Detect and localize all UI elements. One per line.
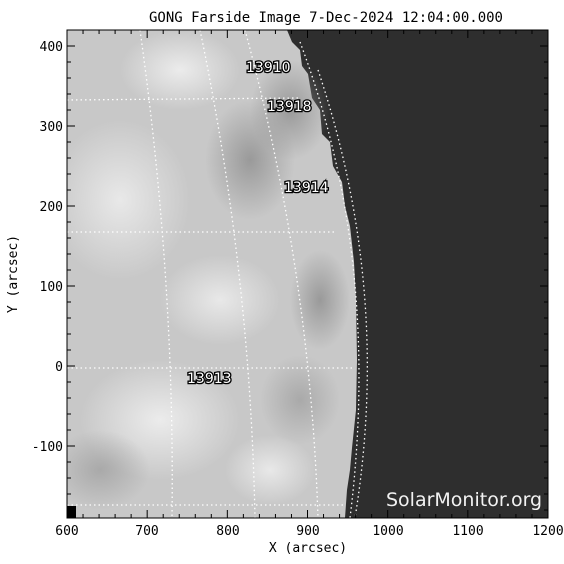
coordinate-grid (67, 30, 368, 518)
y-tick-label: 0 (55, 360, 63, 375)
y-tick-label: 400 (40, 40, 63, 55)
ar-label-13914: 13914 (284, 180, 329, 196)
chart-title: GONG Farside Image 7-Dec-2024 12:04:00.0… (149, 10, 503, 26)
x-tick-labels: 600 700 800 900 1000 1100 1200 (55, 524, 563, 539)
x-axis-label: X (arcsec) (269, 541, 347, 556)
y-tick-label: 100 (40, 280, 63, 295)
x-tick-label: 800 (216, 524, 239, 539)
surface-features (67, 30, 350, 510)
active-region-labels: 13910 13918 13914 13913 (186, 59, 330, 389)
plot-area (67, 30, 548, 518)
ar-label-13910: 13910 (246, 60, 291, 76)
y-axis-label: Y (arcsec) (6, 235, 21, 313)
corner-pixel (67, 506, 76, 518)
x-tick-label: 600 (55, 524, 78, 539)
y-tick-labels: 400 300 200 100 0 -100 (32, 40, 63, 455)
x-tick-label: 1100 (452, 524, 483, 539)
x-tick-label: 900 (296, 524, 319, 539)
y-tick-label: 300 (40, 120, 63, 135)
axis-ticks (66, 29, 549, 518)
x-tick-label: 1000 (372, 524, 403, 539)
ar-label-13913: 13913 (187, 371, 232, 387)
watermark: SolarMonitor.org (386, 489, 542, 511)
ar-label-13918: 13918 (267, 99, 312, 115)
x-tick-label: 1200 (532, 524, 563, 539)
y-tick-label: 200 (40, 200, 63, 215)
y-tick-label: -100 (32, 440, 63, 455)
x-tick-label: 700 (135, 524, 158, 539)
